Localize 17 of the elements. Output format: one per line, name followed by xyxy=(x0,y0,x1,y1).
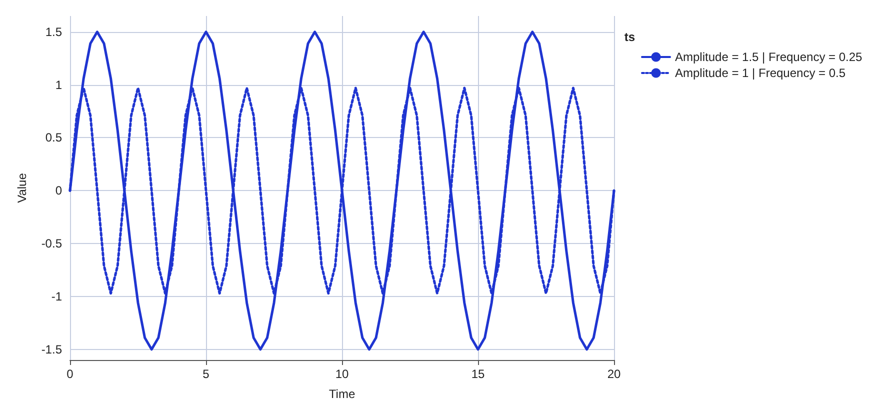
x-tick-label: 0 xyxy=(66,367,74,381)
y-tick-label: 1 xyxy=(55,78,62,92)
y-tick-label: 1.5 xyxy=(45,24,62,39)
x-tick-label: 10 xyxy=(335,367,349,381)
y-tick-label: -1 xyxy=(51,289,62,304)
legend-label: Amplitude = 1 | Frequency = 0.5 xyxy=(675,66,846,80)
x-tick-label: 20 xyxy=(607,367,621,381)
y-axis-title: Value xyxy=(15,172,29,203)
y-tick-label: 0.5 xyxy=(45,130,62,145)
x-axis-title: Time xyxy=(328,387,356,401)
y-tick-label: -1.5 xyxy=(41,342,62,356)
legend-title: ts xyxy=(624,30,636,44)
y-tick-label: -0.5 xyxy=(41,236,62,251)
x-tick-label: 5 xyxy=(202,367,210,381)
y-tick-label: 0 xyxy=(55,184,62,198)
legend-label: Amplitude = 1.5 | Frequency = 0.25 xyxy=(675,50,863,64)
x-tick-label: 15 xyxy=(471,367,485,381)
